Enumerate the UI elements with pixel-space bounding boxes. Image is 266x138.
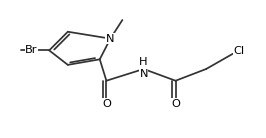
- Text: H
N: H N: [139, 57, 148, 79]
- Text: Cl: Cl: [234, 46, 245, 56]
- Text: O: O: [102, 99, 111, 109]
- Text: Br: Br: [25, 45, 38, 55]
- Text: N: N: [106, 34, 115, 44]
- Text: O: O: [171, 99, 180, 109]
